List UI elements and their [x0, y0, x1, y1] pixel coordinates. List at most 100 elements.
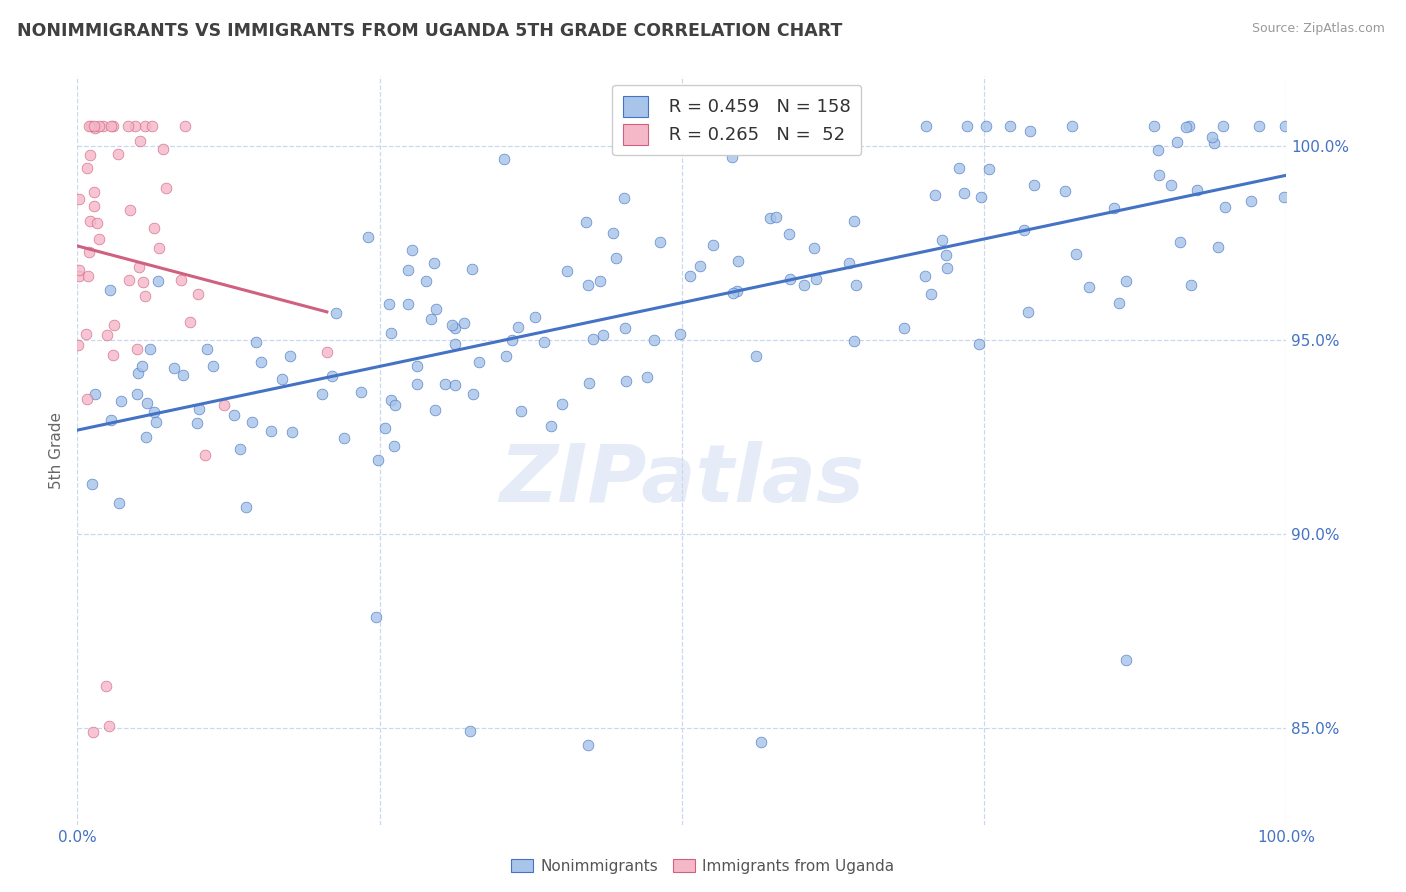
Point — [967, 337, 990, 351]
Text: Source: ZipAtlas.com: Source: ZipAtlas.com — [1251, 22, 1385, 36]
Point — [444, 337, 467, 351]
Point — [82, 725, 104, 739]
Point — [613, 191, 636, 205]
Point — [467, 355, 489, 369]
Point — [77, 120, 100, 134]
Point — [79, 213, 101, 227]
Point — [179, 315, 201, 329]
Point — [146, 274, 169, 288]
Point — [648, 235, 671, 249]
Point — [135, 429, 157, 443]
Point — [434, 377, 457, 392]
Text: ZIPatlas: ZIPatlas — [499, 442, 865, 519]
Point — [250, 355, 273, 369]
Point — [689, 260, 711, 274]
Point — [779, 272, 801, 286]
Point — [1147, 143, 1170, 157]
Point — [242, 415, 264, 429]
Point — [679, 268, 702, 283]
Point — [578, 376, 600, 390]
Point — [134, 120, 156, 134]
Point — [98, 283, 121, 297]
Point — [588, 274, 610, 288]
Point — [124, 120, 146, 134]
Point — [461, 386, 484, 401]
Legend: Nonimmigrants, Immigrants from Uganda: Nonimmigrants, Immigrants from Uganda — [505, 853, 901, 880]
Point — [152, 142, 174, 156]
Point — [187, 402, 209, 417]
Point — [914, 268, 936, 283]
Point — [1206, 240, 1229, 254]
Point — [977, 161, 1000, 176]
Point — [614, 374, 637, 388]
Point — [396, 262, 419, 277]
Point — [131, 359, 153, 373]
Point — [110, 393, 132, 408]
Point — [281, 425, 304, 440]
Point — [128, 260, 150, 274]
Point — [1147, 168, 1170, 182]
Point — [727, 253, 749, 268]
Point — [842, 334, 865, 348]
Point — [425, 403, 447, 417]
Point — [540, 419, 562, 434]
Point — [1078, 280, 1101, 294]
Text: NONIMMIGRANTS VS IMMIGRANTS FROM UGANDA 5TH GRADE CORRELATION CHART: NONIMMIGRANTS VS IMMIGRANTS FROM UGANDA … — [17, 22, 842, 40]
Point — [440, 318, 463, 332]
Point — [86, 216, 108, 230]
Point — [613, 321, 636, 335]
Point — [555, 263, 578, 277]
Point — [576, 277, 599, 292]
Point — [510, 403, 533, 417]
Y-axis label: 5th Grade: 5th Grade — [49, 412, 65, 489]
Point — [212, 398, 235, 412]
Point — [100, 413, 122, 427]
Point — [148, 241, 170, 255]
Point — [260, 424, 283, 438]
Point — [76, 392, 98, 406]
Point — [103, 318, 125, 332]
Point — [423, 255, 446, 269]
Point — [948, 161, 970, 175]
Point — [229, 442, 252, 457]
Point — [380, 326, 402, 340]
Point — [1108, 295, 1130, 310]
Point — [76, 161, 98, 175]
Point — [131, 275, 153, 289]
Point — [845, 277, 868, 292]
Point — [83, 185, 105, 199]
Point — [582, 332, 605, 346]
Point — [76, 326, 98, 341]
Point — [87, 120, 110, 134]
Point — [195, 342, 218, 356]
Point — [143, 405, 166, 419]
Point — [969, 190, 991, 204]
Point — [127, 366, 149, 380]
Point — [803, 241, 825, 255]
Point — [382, 439, 405, 453]
Point — [333, 432, 356, 446]
Point — [100, 120, 122, 134]
Point — [458, 723, 481, 738]
Point — [366, 609, 388, 624]
Point — [494, 152, 516, 166]
Point — [96, 327, 118, 342]
Point — [378, 297, 401, 311]
Point — [172, 368, 194, 382]
Point — [202, 359, 225, 373]
Point — [79, 148, 101, 162]
Point — [550, 397, 572, 411]
Point — [108, 496, 131, 510]
Point — [1017, 305, 1039, 319]
Point — [1115, 274, 1137, 288]
Point — [1187, 183, 1209, 197]
Point — [495, 350, 517, 364]
Point — [765, 210, 787, 224]
Point — [1247, 120, 1270, 134]
Point — [87, 232, 110, 246]
Point — [1201, 129, 1223, 144]
Point — [751, 735, 773, 749]
Point — [915, 120, 938, 134]
Point — [1168, 235, 1191, 249]
Point — [367, 453, 389, 467]
